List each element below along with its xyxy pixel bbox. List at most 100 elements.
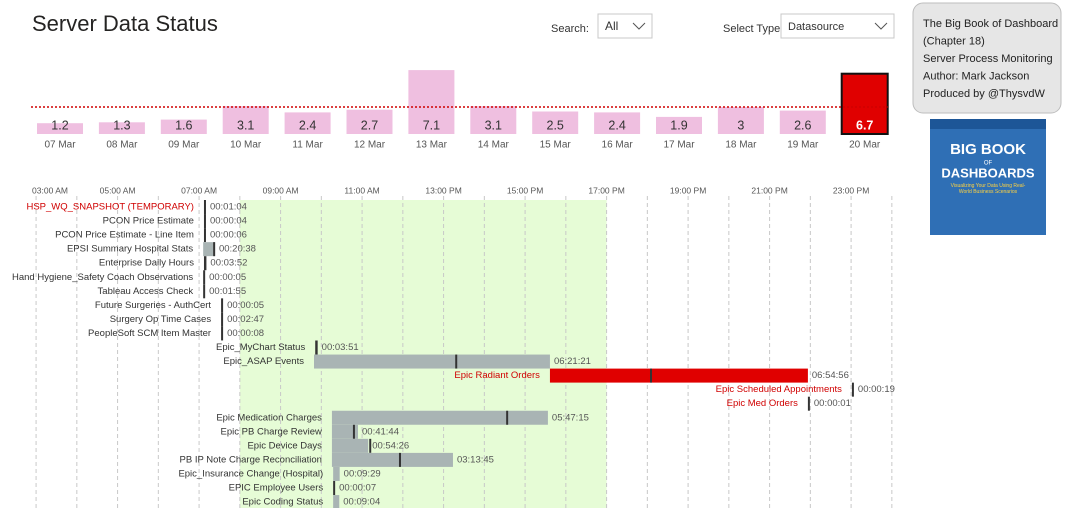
task-name: Epic_Insurance Change (Hospital) xyxy=(178,468,323,479)
bar xyxy=(284,112,331,134)
task-name: Epic Radiant Orders xyxy=(454,370,540,381)
bar xyxy=(532,111,579,134)
task-duration: 00:09:29 xyxy=(344,468,381,479)
x-tick-label: 20 Mar xyxy=(849,140,881,151)
bar-value-label: 3 xyxy=(737,118,744,132)
task-duration: 00:54:26 xyxy=(372,440,409,451)
task-name: PeopleSoft SCM Item Master xyxy=(88,328,211,339)
bar-value-label: 1.3 xyxy=(113,118,130,132)
bar xyxy=(717,107,764,134)
task-marker xyxy=(506,410,509,425)
chevron[interactable] xyxy=(874,22,888,30)
x-tick-label: 09 Mar xyxy=(168,140,200,151)
x-tick-label: 13 Mar xyxy=(416,140,448,151)
search-label: Search: xyxy=(551,23,589,35)
chevron[interactable] xyxy=(632,22,646,30)
info-line: (Chapter 18) xyxy=(923,35,985,47)
task-duration: 00:00:05 xyxy=(227,300,264,311)
type-dropdown[interactable]: Datasource xyxy=(780,13,895,39)
bar xyxy=(408,70,455,134)
bar-value-label: 2.7 xyxy=(361,118,378,132)
x-tick-label: 10 Mar xyxy=(230,140,262,151)
cover-title: DASHBOARDS xyxy=(941,165,1035,180)
task-bar xyxy=(203,214,206,229)
task-bar xyxy=(331,410,548,425)
task-duration: 00:00:04 xyxy=(210,216,247,227)
task-name: Epic Med Orders xyxy=(727,398,799,409)
task-name: Hand Hygiene_Safety Coach Observations xyxy=(12,272,193,283)
bar-value-label: 1.6 xyxy=(175,118,192,132)
task-duration: 00:00:08 xyxy=(227,328,264,339)
task-name: Future Surgeries - AuthCert xyxy=(95,300,212,311)
task-name: Tableau Access Check xyxy=(98,286,194,297)
bar xyxy=(346,109,393,134)
task-bar xyxy=(331,438,369,453)
task-name: Surgery Op Time Cases xyxy=(110,314,212,325)
task-duration: 00:00:07 xyxy=(339,483,376,494)
bar xyxy=(470,106,517,134)
gantt-chart: 03:00 AM 05:00 AM 07:00 AM 09:00 AM 11:00 AM… xyxy=(12,185,895,508)
dropdown-box[interactable] xyxy=(780,13,895,39)
task-name: EPIC Employee Users xyxy=(229,483,324,494)
task-name: Epic_ASAP Events xyxy=(223,356,304,367)
task-name: Epic Medication Charges xyxy=(216,412,322,423)
x-tick-label: 08 Mar xyxy=(106,140,138,151)
cover-band xyxy=(930,119,1046,129)
page-title: Server Data Status xyxy=(32,11,218,36)
bar-value-label: 2.4 xyxy=(608,118,625,132)
task-bar xyxy=(851,382,854,397)
cover-subtitle: Visualizing Your Data Using Real-World B… xyxy=(950,183,1026,195)
bar xyxy=(160,119,207,134)
task-bar xyxy=(203,228,206,243)
info-line: Produced by @ThysvdW xyxy=(923,88,1045,100)
dropdown-value[interactable]: All xyxy=(605,19,618,33)
x-tick-label: 07:00 AM xyxy=(181,185,217,195)
task-duration: 00:00:05 xyxy=(209,272,246,283)
task-bar xyxy=(203,270,206,285)
x-tick-label: 18 Mar xyxy=(725,140,757,151)
bar-value-label: 6.7 xyxy=(856,118,873,132)
bar xyxy=(656,116,702,134)
x-tick-label: 19:00 PM xyxy=(670,185,706,195)
task-bar xyxy=(221,312,224,327)
x-tick-label: 11 Mar xyxy=(292,140,323,151)
task-duration: 00:00:06 xyxy=(210,230,247,241)
daily-bar-chart: 1.2 07 Mar 1.3 08 Mar 1.6 09 Mar 3.1 10 Mar 2.4 1… xyxy=(31,70,889,151)
task-name: Epic Scheduled Appointments xyxy=(716,384,842,395)
x-tick-label: 11:00 AM xyxy=(344,185,379,195)
task-duration: 00:03:51 xyxy=(322,342,359,353)
x-tick-label: 13:00 PM xyxy=(425,185,461,195)
task-name: Epic PB Charge Review xyxy=(221,426,323,437)
task-bar xyxy=(203,284,206,299)
bar-value-label: 2.6 xyxy=(794,118,811,132)
task-marker xyxy=(369,438,372,453)
task-name: EPSI Summary Hospital Stats xyxy=(67,244,193,255)
task-duration: 00:00:19 xyxy=(858,384,895,395)
task-marker xyxy=(455,354,458,369)
task-duration: 06:21:21 xyxy=(554,356,591,367)
task-bar xyxy=(549,368,808,383)
x-tick-label: 05:00 AM xyxy=(100,185,136,195)
bar xyxy=(594,112,641,134)
task-marker xyxy=(213,242,216,257)
dropdown-value[interactable]: Datasource xyxy=(788,21,844,33)
task-bar xyxy=(203,242,215,257)
info-lines: The Big Book of Dashboard (Chapter 18) Ser… xyxy=(923,18,1058,100)
task-marker xyxy=(398,452,401,467)
task-bar xyxy=(313,354,550,369)
task-duration: 06:54:56 xyxy=(812,370,849,381)
bar xyxy=(37,123,83,134)
bar-value-label: 3.1 xyxy=(237,118,254,132)
search-dropdown[interactable]: All xyxy=(597,13,653,39)
task-bar xyxy=(331,424,359,439)
x-tick-label: 17 Mar xyxy=(663,140,695,151)
dropdown-box[interactable] xyxy=(597,13,653,39)
bar-value-label: 1.9 xyxy=(670,118,687,132)
info-line: The Big Book of Dashboard xyxy=(923,18,1058,30)
bar-value-label: 2.5 xyxy=(547,118,564,132)
book-cover: BIG BOOK OF DASHBOARDS Visualizing Your … xyxy=(930,119,1046,235)
task-bar xyxy=(333,481,336,495)
task-duration: 00:03:52 xyxy=(210,258,247,269)
task-bar xyxy=(203,256,207,271)
